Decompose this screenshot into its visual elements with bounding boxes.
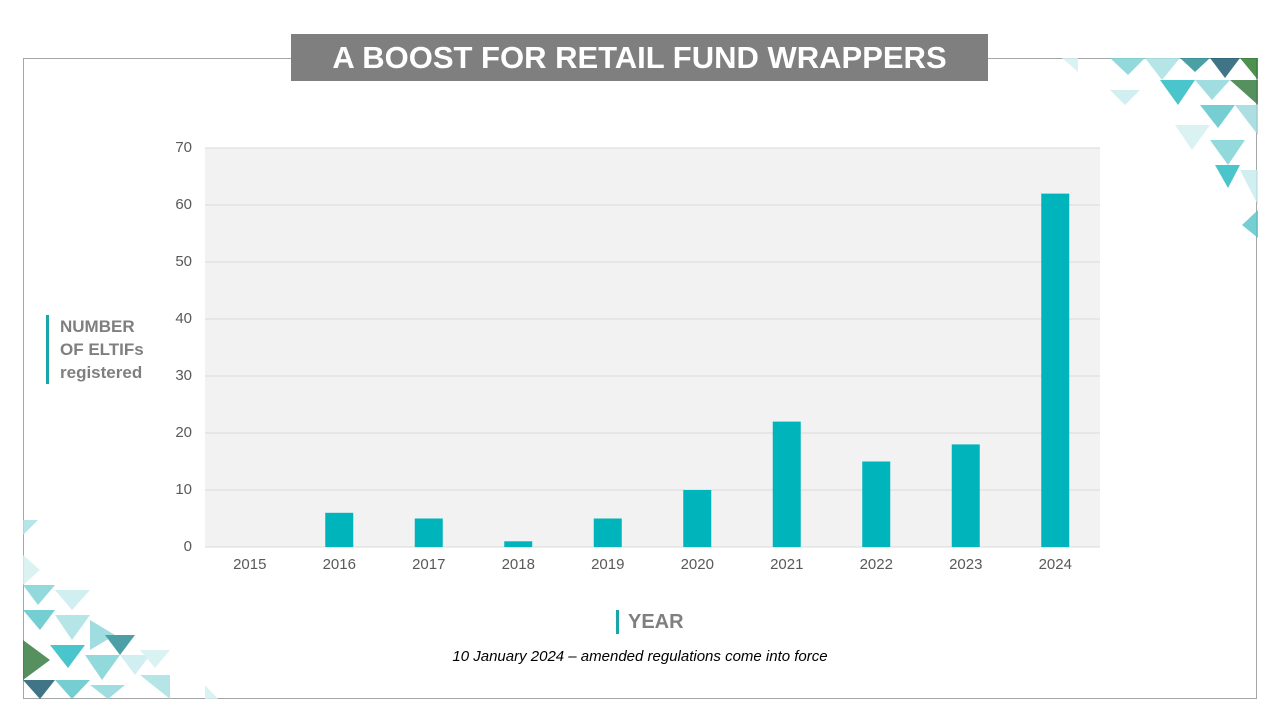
- y-tick-label: 50: [175, 253, 192, 270]
- annotation: 10 January 2024 – amended regulations co…: [452, 648, 828, 665]
- bar: [951, 444, 980, 547]
- bar: [772, 421, 801, 547]
- plot-area: [205, 148, 1100, 547]
- y-tick-label: 40: [175, 310, 192, 327]
- slide-title: A BOOST FOR RETAIL FUND WRAPPERS: [291, 34, 988, 81]
- x-tick-label: 2015: [233, 556, 266, 573]
- x-tick-label: 2021: [770, 556, 803, 573]
- x-tick-label: 2016: [323, 556, 356, 573]
- x-tick-label: 2017: [412, 556, 445, 573]
- y-tick-label: 10: [175, 481, 192, 498]
- x-tick-label: 2024: [1039, 556, 1072, 573]
- bar: [683, 490, 712, 547]
- bar: [325, 512, 354, 547]
- x-tick-label: 2018: [502, 556, 535, 573]
- y-tick-label: 20: [175, 424, 192, 441]
- bar: [504, 541, 533, 547]
- bar: [862, 461, 891, 547]
- bar: [1041, 193, 1070, 547]
- y-axis-label: NUMBER OF ELTIFs registered: [46, 315, 156, 384]
- bar: [593, 518, 622, 547]
- x-tick-label: 2023: [949, 556, 982, 573]
- x-tick-label: 2022: [860, 556, 893, 573]
- bar: [414, 518, 443, 547]
- y-tick-label: 30: [175, 367, 192, 384]
- y-tick-label: 0: [184, 538, 192, 555]
- x-axis-label: YEAR: [616, 610, 684, 634]
- x-tick-label: 2020: [681, 556, 714, 573]
- y-tick-label: 70: [175, 139, 192, 156]
- x-tick-label: 2019: [591, 556, 624, 573]
- y-tick-label: 60: [175, 196, 192, 213]
